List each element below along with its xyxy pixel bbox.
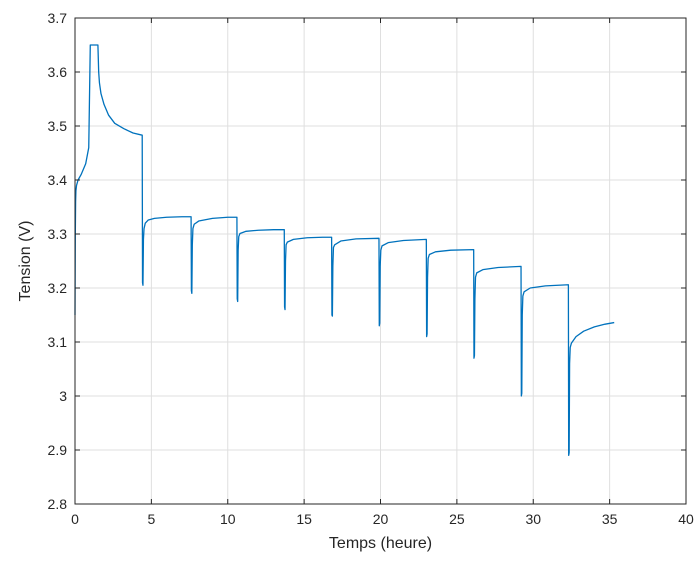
tick-labels: 0 5 10 15 20 25 30 35 40 2.8 2.9 3 3.1 3.2 3.3 3.4 3.5 3.… <box>48 10 694 527</box>
x-tick-label: 25 <box>449 511 465 527</box>
y-tick-label: 3.1 <box>48 334 68 350</box>
grid <box>75 18 686 504</box>
y-axis-label: Tension (V) <box>17 221 34 302</box>
y-tick-label: 3.3 <box>48 226 68 242</box>
x-tick-label: 15 <box>296 511 312 527</box>
tick-marks <box>74 17 687 505</box>
plot-data <box>74 44 615 457</box>
x-tick-label: 20 <box>373 511 389 527</box>
y-tick-label: 3 <box>59 388 67 404</box>
x-tick-label: 40 <box>678 511 694 527</box>
y-tick-label: 3.5 <box>48 118 68 134</box>
y-tick-label: 3.6 <box>48 64 68 80</box>
x-tick-label: 35 <box>602 511 618 527</box>
y-tick-label: 3.4 <box>48 172 68 188</box>
x-tick-label: 10 <box>220 511 236 527</box>
y-tick-label: 3.7 <box>48 10 68 26</box>
series-line <box>74 44 615 457</box>
x-tick-label: 0 <box>71 511 79 527</box>
x-axis-label: Temps (heure) <box>329 535 432 552</box>
y-tick-label: 3.2 <box>48 280 68 296</box>
x-tick-label: 5 <box>147 511 155 527</box>
y-tick-label: 2.9 <box>48 442 68 458</box>
y-tick-label: 2.8 <box>48 496 68 512</box>
x-tick-label: 30 <box>525 511 541 527</box>
